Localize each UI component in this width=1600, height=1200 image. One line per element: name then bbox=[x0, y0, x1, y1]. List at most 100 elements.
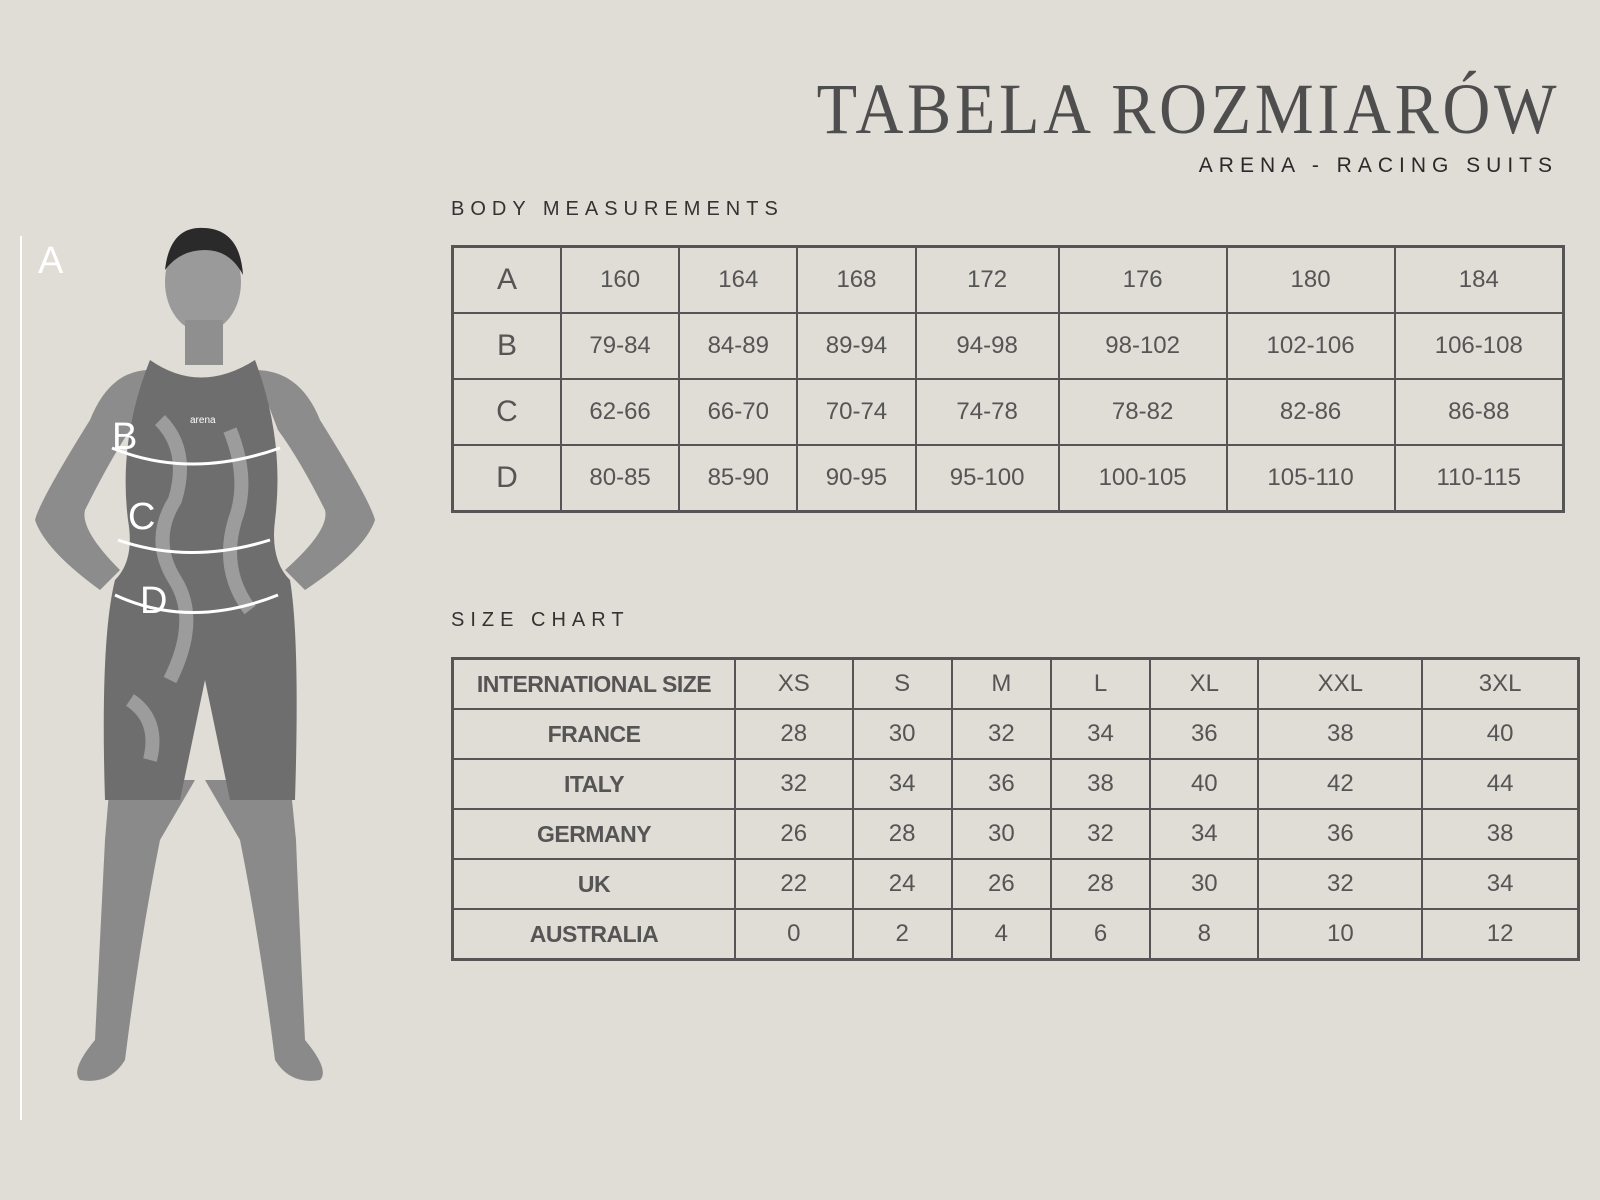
size-chart-table: INTERNATIONAL SIZE XS S M L XL XXL 3XL FRANCE 28 3… bbox=[451, 657, 1580, 961]
table-cell: 38 bbox=[1257, 708, 1424, 760]
page-title: TABELA ROZMIARÓW bbox=[816, 69, 1560, 149]
table-cell: 36 bbox=[1257, 808, 1424, 860]
table-row: D 80-85 85-90 90-95 95-100 100-105 105-110 110-… bbox=[451, 444, 1565, 513]
table-cell: 82-86 bbox=[1225, 378, 1396, 446]
table-row: FRANCE 28 30 32 34 36 38 40 bbox=[451, 708, 1580, 760]
table-cell: 3XL bbox=[1421, 657, 1580, 710]
table-cell: XS bbox=[734, 657, 854, 710]
table-cell: 79-84 bbox=[559, 312, 681, 380]
label-a: A bbox=[38, 240, 64, 282]
table-cell: 30 bbox=[1149, 858, 1260, 910]
table-cell: 34 bbox=[1049, 708, 1152, 760]
row-header: ITALY bbox=[451, 758, 736, 810]
table-cell: 28 bbox=[1049, 858, 1152, 910]
table-cell: 36 bbox=[950, 758, 1052, 810]
table-cell: 30 bbox=[851, 708, 953, 760]
table-cell: 38 bbox=[1049, 758, 1152, 810]
table-cell: 184 bbox=[1393, 245, 1565, 314]
table-row: AUSTRALIA 0 2 4 6 8 10 12 bbox=[451, 908, 1580, 961]
row-header: A bbox=[451, 245, 562, 314]
table-cell: 6 bbox=[1049, 908, 1152, 961]
table-cell: 12 bbox=[1421, 908, 1580, 961]
label-d: D bbox=[140, 580, 168, 622]
table-cell: 0 bbox=[734, 908, 854, 961]
table-cell: XXL bbox=[1257, 657, 1424, 710]
table-cell: 176 bbox=[1057, 245, 1228, 314]
table-cell: 70-74 bbox=[796, 378, 917, 446]
table-cell: 40 bbox=[1421, 708, 1580, 760]
label-c: C bbox=[128, 496, 156, 538]
table-cell: 90-95 bbox=[796, 444, 917, 513]
table-cell: 89-94 bbox=[796, 312, 917, 380]
table-cell: 86-88 bbox=[1393, 378, 1565, 446]
row-header: INTERNATIONAL SIZE bbox=[451, 657, 736, 710]
row-header: C bbox=[451, 378, 562, 446]
table-cell: 32 bbox=[734, 758, 854, 810]
table-cell: 100-105 bbox=[1057, 444, 1228, 513]
table-cell: 85-90 bbox=[678, 444, 799, 513]
table-cell: 44 bbox=[1421, 758, 1580, 810]
table-row: GERMANY 26 28 30 32 34 36 38 bbox=[451, 808, 1580, 860]
label-b: B bbox=[112, 416, 138, 458]
swimmer-illustration: arena bbox=[20, 227, 375, 1120]
table-cell: 40 bbox=[1149, 758, 1260, 810]
table-cell: 26 bbox=[950, 858, 1052, 910]
table-row: A 160 164 168 172 176 180 184 bbox=[451, 245, 1565, 314]
table-cell: 164 bbox=[678, 245, 799, 314]
table-row: UK 22 24 26 28 30 32 34 bbox=[451, 858, 1580, 910]
body-measurements-heading: BODY MEASUREMENTS bbox=[451, 198, 784, 220]
table-cell: L bbox=[1049, 657, 1152, 710]
table-cell: M bbox=[950, 657, 1052, 710]
row-header: FRANCE bbox=[451, 708, 736, 760]
table-cell: XL bbox=[1149, 657, 1260, 710]
table-cell: 80-85 bbox=[559, 444, 681, 513]
body-measurements-table: A 160 164 168 172 176 180 184 B 79-84 84-89 89-94 94… bbox=[451, 245, 1565, 513]
table-cell: 168 bbox=[796, 245, 917, 314]
row-header: AUSTRALIA bbox=[451, 908, 736, 961]
table-cell: 172 bbox=[914, 245, 1060, 314]
model-figure: arena A B C D bbox=[0, 220, 400, 1135]
table-cell: 106-108 bbox=[1393, 312, 1565, 380]
table-cell: 98-102 bbox=[1057, 312, 1228, 380]
table-cell: 38 bbox=[1421, 808, 1580, 860]
row-header: D bbox=[451, 444, 562, 513]
table-cell: 28 bbox=[851, 808, 953, 860]
table-cell: 2 bbox=[851, 908, 953, 961]
table-cell: 26 bbox=[734, 808, 854, 860]
table-cell: 30 bbox=[950, 808, 1052, 860]
row-header: GERMANY bbox=[451, 808, 736, 860]
row-header: UK bbox=[451, 858, 736, 910]
table-cell: 105-110 bbox=[1225, 444, 1396, 513]
table-cell: 8 bbox=[1149, 908, 1260, 961]
table-cell: 66-70 bbox=[678, 378, 799, 446]
table-cell: 42 bbox=[1257, 758, 1424, 810]
table-cell: 62-66 bbox=[559, 378, 681, 446]
table-cell: 28 bbox=[734, 708, 854, 760]
table-cell: 34 bbox=[1421, 858, 1580, 910]
table-cell: 110-115 bbox=[1393, 444, 1565, 513]
table-cell: 10 bbox=[1257, 908, 1424, 961]
table-row: B 79-84 84-89 89-94 94-98 98-102 102-106 106-10… bbox=[451, 312, 1565, 380]
table-cell: 84-89 bbox=[678, 312, 799, 380]
table-cell: 78-82 bbox=[1057, 378, 1228, 446]
page-subtitle: ARENA - RACING SUITS bbox=[1198, 154, 1558, 177]
table-cell: 32 bbox=[1257, 858, 1424, 910]
table-cell: 102-106 bbox=[1225, 312, 1396, 380]
table-cell: 74-78 bbox=[914, 378, 1060, 446]
table-cell: 24 bbox=[851, 858, 953, 910]
table-cell: 94-98 bbox=[914, 312, 1060, 380]
table-row: C 62-66 66-70 70-74 74-78 78-82 82-86 86-88 bbox=[451, 378, 1565, 446]
table-cell: 34 bbox=[851, 758, 953, 810]
row-header: B bbox=[451, 312, 562, 380]
table-cell: S bbox=[851, 657, 953, 710]
table-cell: 95-100 bbox=[914, 444, 1060, 513]
table-cell: 22 bbox=[734, 858, 854, 910]
table-cell: 160 bbox=[559, 245, 681, 314]
table-cell: 32 bbox=[1049, 808, 1152, 860]
size-chart-heading: SIZE CHART bbox=[451, 609, 630, 631]
arena-logo: arena bbox=[190, 415, 216, 426]
table-cell: 32 bbox=[950, 708, 1052, 760]
table-cell: 34 bbox=[1149, 808, 1260, 860]
table-cell: 4 bbox=[950, 908, 1052, 961]
table-cell: 36 bbox=[1149, 708, 1260, 760]
